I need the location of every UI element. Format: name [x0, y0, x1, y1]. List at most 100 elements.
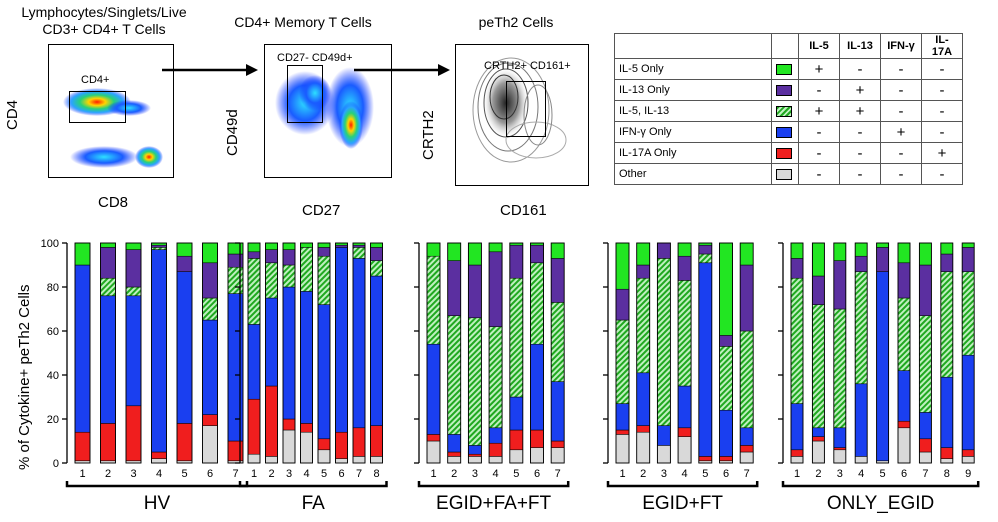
bar-segment	[854, 383, 868, 457]
bar-segment	[125, 286, 142, 297]
bar-segment	[202, 297, 218, 321]
bar-segment	[530, 343, 544, 431]
bar-outline	[615, 242, 630, 464]
bar-segment	[317, 247, 331, 257]
bar-segment	[370, 242, 383, 248]
x-tick-label: 1	[79, 468, 85, 480]
x-tick-label: 3	[130, 468, 136, 480]
bar-segment	[447, 315, 461, 435]
bar-segment	[550, 242, 565, 259]
bar-segment	[897, 297, 911, 371]
swatch-icon	[776, 168, 792, 180]
bar-segment	[125, 242, 142, 250]
bar-segment	[739, 427, 754, 446]
bar-outline	[530, 242, 544, 464]
bar-segment	[426, 434, 441, 442]
bar-segment	[488, 442, 503, 457]
bar-segment	[227, 253, 244, 268]
x-tick-label: 6	[723, 468, 729, 480]
bar-segment	[897, 370, 911, 422]
bar-outline	[317, 242, 331, 464]
bar-segment	[833, 427, 847, 448]
bar-segment	[698, 244, 713, 255]
panel3-gate	[506, 81, 546, 137]
bar-segment	[247, 251, 261, 259]
bar-outline	[940, 242, 954, 464]
bar-segment	[335, 244, 348, 248]
bar-segment	[335, 431, 348, 459]
x-tick-label: 5	[880, 468, 886, 480]
bar-outline	[100, 242, 116, 464]
bar-segment	[151, 249, 167, 453]
bar-segment	[74, 242, 91, 266]
bar-segment	[100, 423, 116, 462]
bar-segment	[636, 264, 650, 279]
x-tick-label: 7	[744, 468, 750, 480]
bar-segment	[854, 242, 868, 257]
swatch-icon	[776, 84, 792, 96]
bar-outline	[370, 242, 383, 464]
y-tick-label: 80	[47, 282, 59, 294]
bar-segment	[550, 440, 565, 448]
swatch-icon	[776, 105, 792, 117]
panel2-title: CD4+ Memory T Cells	[234, 14, 372, 30]
legend-header-il13: IL-13	[839, 33, 881, 59]
bar-outline	[202, 242, 218, 464]
bar-segment	[919, 264, 932, 316]
bar-outline	[426, 242, 441, 464]
bar-segment	[100, 295, 116, 424]
bar-segment	[919, 315, 932, 413]
bar-segment	[509, 449, 524, 464]
legend-row: IL-5 Only + - - -	[614, 58, 963, 80]
bar-segment	[426, 242, 441, 257]
bar-segment	[615, 288, 630, 321]
bar-segment	[876, 247, 889, 272]
bar-outline	[790, 242, 804, 464]
bar-segment	[125, 295, 142, 407]
group-label: ONLY_EGID	[827, 493, 934, 514]
x-tick-label: 1	[251, 468, 257, 480]
panel1-xlabel: CD8	[98, 194, 129, 211]
bar-segment	[940, 253, 954, 272]
x-tick-label: 5	[702, 468, 708, 480]
bar-segment	[790, 258, 804, 279]
legend-header-row: IL-5 IL-13 IFN-γ IL-17A	[614, 33, 963, 59]
group-label: EGID+FA+FT	[436, 493, 551, 514]
bar-outline	[739, 242, 754, 464]
bar-segment	[657, 242, 671, 259]
x-tick-label: 7	[232, 468, 238, 480]
bar-segment	[677, 427, 692, 437]
x-tick-label: 4	[303, 468, 309, 480]
x-tick-label: 2	[815, 468, 821, 480]
bar-segment	[265, 249, 278, 264]
bar-segment	[530, 429, 544, 448]
bar-segment	[447, 242, 461, 261]
bar-outline	[833, 242, 847, 464]
bar-segment	[636, 425, 650, 433]
bar-segment	[151, 451, 167, 459]
x-tick-label: 7	[555, 468, 561, 480]
bar-segment	[370, 456, 383, 464]
x-tick-label: 7	[356, 468, 362, 480]
bar-segment	[677, 436, 692, 464]
bar-segment	[509, 244, 524, 279]
bar-segment	[897, 242, 911, 264]
bar-segment	[300, 423, 313, 433]
x-tick-label: 3	[472, 468, 478, 480]
bar-segment	[317, 438, 331, 451]
bar-outline	[656, 242, 671, 464]
bar-segment	[698, 262, 713, 457]
bar-segment	[125, 249, 142, 288]
bar-segment	[447, 434, 461, 453]
x-tick-label: 9	[965, 468, 971, 480]
panel3-gate-label: CRTH2+ CD161+	[484, 60, 571, 72]
bar-segment	[719, 456, 733, 462]
bar-segment	[790, 449, 804, 457]
bar-segment	[488, 242, 503, 253]
bar-segment	[854, 255, 868, 272]
x-tick-label: 2	[268, 468, 274, 480]
bar-segment	[202, 425, 218, 464]
bar-segment	[317, 449, 331, 464]
x-tick-label: 1	[619, 468, 625, 480]
